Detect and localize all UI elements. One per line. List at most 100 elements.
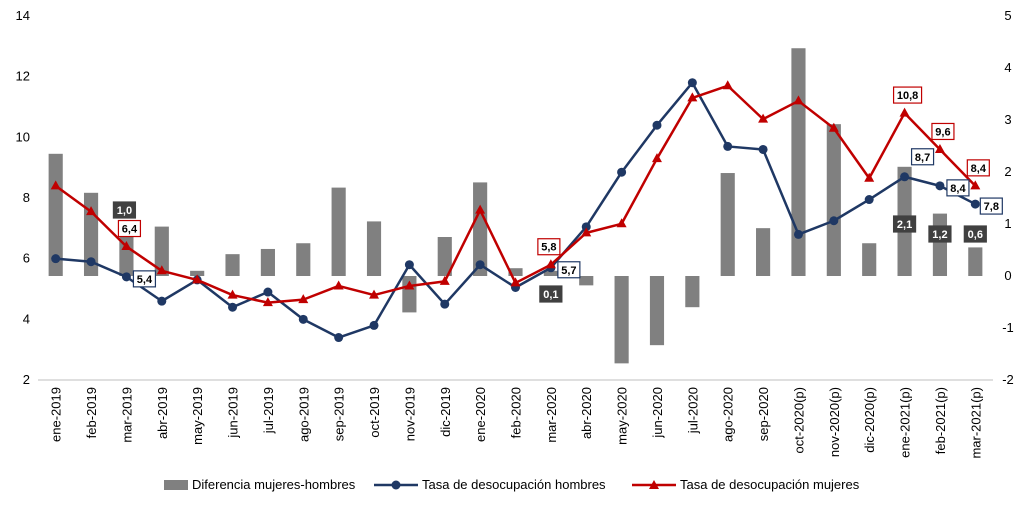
y-left-tick-label: 2 (23, 372, 30, 387)
data-label: 5,4 (137, 274, 153, 286)
x-tick-label: abr-2019 (155, 387, 170, 439)
x-tick-label: ene-2021(p) (898, 387, 913, 458)
x-axis: ene-2019 feb-2019 mar-2019 abr-2019 may-2019… (49, 387, 984, 459)
x-tick-label: may-2020 (615, 387, 630, 445)
point (298, 294, 309, 304)
point (970, 180, 981, 190)
point (545, 259, 556, 269)
bar (154, 226, 169, 276)
x-tick-label: jul-2020 (685, 387, 700, 434)
point (935, 181, 945, 191)
y-left-tick-label: 14 (16, 8, 30, 23)
bar (756, 228, 771, 276)
y-left-tick-label: 12 (16, 69, 30, 84)
data-label: 1,2 (932, 229, 947, 241)
point (369, 289, 380, 299)
point (50, 180, 61, 190)
x-tick-label: ene-2019 (49, 387, 64, 442)
data-label-box (928, 225, 952, 243)
point (121, 272, 131, 282)
bar (579, 276, 594, 286)
bar (260, 248, 275, 276)
x-tick-label: nov-2020(p) (827, 387, 842, 457)
legend-label-men: Tasa de desocupación hombres (422, 477, 606, 492)
legend-label-difference: Diferencia mujeres-hombres (192, 477, 356, 492)
point (51, 254, 61, 264)
data-label-box (557, 261, 581, 279)
data-label: 5,7 (561, 265, 576, 277)
line-series-women (50, 80, 981, 307)
bar (932, 213, 948, 276)
data-label-box (946, 179, 970, 197)
x-tick-label: ene-2020 (473, 387, 488, 442)
data-label-box (537, 238, 561, 256)
point (970, 199, 980, 209)
point (440, 299, 450, 309)
point (581, 227, 592, 237)
x-tick-label: nov-2019 (402, 387, 417, 441)
x-tick-label: feb-2019 (84, 387, 99, 438)
bar (685, 276, 700, 308)
point (687, 92, 698, 102)
legend-women-marker (649, 480, 659, 489)
point (900, 172, 910, 182)
y-right-tick-label: 2 (1004, 164, 1011, 179)
data-label: 8,7 (915, 152, 930, 164)
point (793, 229, 803, 239)
point (121, 241, 132, 251)
x-tick-label: oct-2019 (367, 387, 382, 438)
point (581, 222, 591, 232)
point (334, 333, 344, 343)
x-tick-label: jul-2019 (261, 387, 276, 434)
x-tick-label: jun-2019 (226, 387, 241, 439)
point (228, 302, 238, 312)
data-label: 7,8 (984, 201, 999, 213)
bar-series-difference (48, 48, 983, 364)
data-label-box (112, 201, 137, 219)
point (687, 78, 697, 88)
legend-bar-swatch (164, 480, 188, 490)
bar (826, 124, 841, 276)
bar (508, 268, 523, 276)
legend: Diferencia mujeres-hombres Tasa de desoc… (164, 477, 860, 492)
point (439, 275, 450, 285)
data-label: 0,1 (543, 289, 558, 301)
y-axis-right: -2 -1 0 1 2 3 4 5 (1002, 8, 1014, 387)
x-tick-label: mar-2019 (119, 387, 134, 443)
bar (366, 221, 382, 276)
x-tick-label: mar-2020 (544, 387, 559, 443)
point (86, 257, 96, 267)
point (934, 143, 945, 153)
bar (862, 243, 877, 276)
x-tick-label: feb-2020 (509, 387, 524, 438)
data-label-box (892, 215, 917, 233)
x-tick-label: sep-2019 (332, 387, 347, 441)
data-label: 5,8 (541, 242, 556, 254)
y-left-tick-label: 8 (23, 190, 30, 205)
point (157, 296, 167, 306)
point (192, 274, 203, 284)
data-label-box (892, 86, 923, 104)
point (899, 107, 910, 117)
y-right-tick-label: 3 (1004, 112, 1011, 127)
bar (614, 276, 629, 364)
point (369, 320, 379, 330)
bar (190, 270, 205, 276)
point (404, 280, 415, 290)
point (758, 144, 768, 154)
point (475, 204, 486, 214)
data-label-box (931, 122, 955, 141)
data-label: 10,8 (897, 90, 918, 102)
y-left-tick-label: 4 (23, 311, 30, 326)
point (723, 141, 733, 151)
x-tick-label: dic-2020(p) (862, 387, 877, 453)
point (722, 80, 733, 90)
point (828, 122, 839, 132)
x-tick-label: feb-2021(p) (933, 387, 948, 454)
legend-men-marker (391, 480, 401, 490)
point (263, 287, 273, 297)
y-left-tick-label: 6 (23, 251, 30, 266)
point (510, 277, 521, 287)
bar (296, 243, 311, 276)
